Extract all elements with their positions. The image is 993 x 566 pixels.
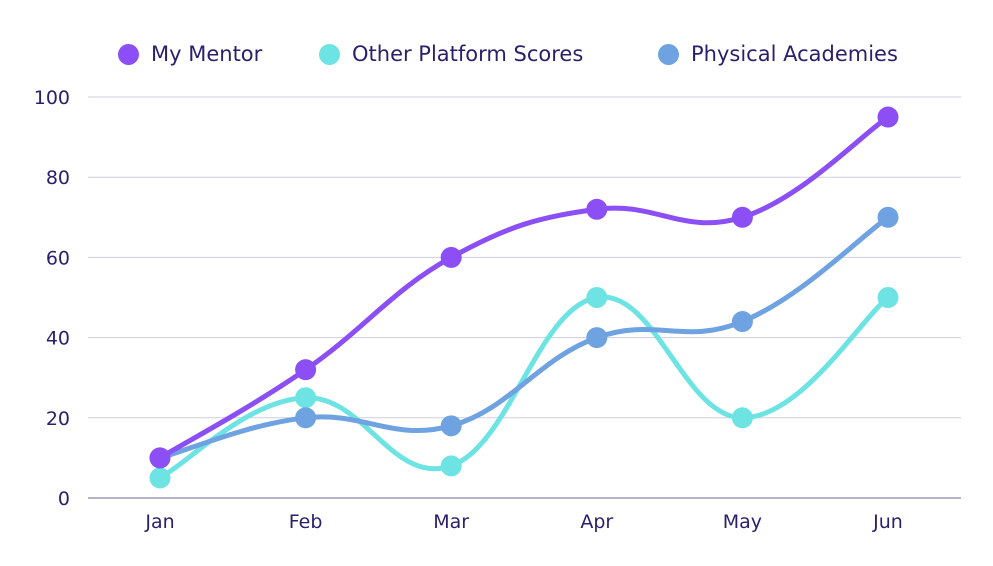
- x-tick-label-jun: Jun: [872, 511, 903, 533]
- data-point-other-platform-scores-feb: [295, 387, 317, 409]
- x-tick-label-jan: Jan: [144, 511, 174, 533]
- legend-item-my-mentor: My Mentor: [118, 38, 262, 70]
- legend-swatch-physical-academies: [658, 43, 679, 65]
- data-point-my-mentor-may: [731, 206, 753, 228]
- legend-label-physical-academies: Physical Academies: [691, 42, 898, 66]
- data-point-other-platform-scores-jun: [877, 287, 899, 308]
- y-tick-label-100: 100: [34, 87, 70, 109]
- data-point-other-platform-scores-jan: [149, 467, 171, 489]
- data-point-other-platform-scores-apr: [586, 287, 608, 308]
- data-point-other-platform-scores-may: [731, 407, 753, 429]
- legend-label-my-mentor: My Mentor: [151, 42, 263, 66]
- data-point-physical-academies-may: [731, 311, 753, 333]
- series-line-physical-academies: [157, 214, 891, 461]
- y-tick-label-80: 80: [46, 167, 70, 189]
- x-tick-label-feb: Feb: [289, 511, 323, 533]
- y-tick-label-0: 0: [58, 488, 70, 510]
- y-tick-label-60: 60: [46, 247, 70, 269]
- legend-swatch-my-mentor: [118, 43, 139, 65]
- x-tick-label-may: May: [723, 511, 762, 533]
- data-point-physical-academies-feb: [295, 407, 317, 429]
- legend-item-other-platform-scores: Other Platform Scores: [319, 38, 583, 70]
- x-tick-label-mar: Mar: [433, 511, 469, 533]
- data-point-my-mentor-jan: [149, 447, 171, 469]
- series-line-other-platform-scores: [157, 294, 891, 481]
- legend-swatch-other-platform-scores: [319, 43, 340, 65]
- legend-label-other-platform-scores: Other Platform Scores: [352, 42, 584, 66]
- data-point-physical-academies-jun: [877, 206, 899, 228]
- data-point-my-mentor-apr: [586, 198, 608, 220]
- y-tick-label-40: 40: [46, 328, 70, 350]
- chart-legend: My Mentor Other Platform Scores Physical…: [0, 38, 993, 70]
- legend-item-physical-academies: Physical Academies: [658, 38, 898, 70]
- data-point-my-mentor-jun: [877, 106, 899, 128]
- data-point-my-mentor-mar: [440, 246, 462, 268]
- y-tick-label-20: 20: [46, 408, 70, 430]
- x-tick-label-apr: Apr: [580, 511, 613, 533]
- series-points: [149, 106, 899, 489]
- y-axis-ticks: 0 20 40 60 80 100: [34, 87, 70, 510]
- data-point-my-mentor-feb: [295, 359, 317, 381]
- series-line-my-mentor: [157, 114, 891, 461]
- data-point-physical-academies-apr: [586, 327, 608, 349]
- data-point-other-platform-scores-mar: [440, 455, 462, 477]
- x-axis-ticks: Jan Feb Mar Apr May Jun: [144, 511, 902, 533]
- series-lines: [157, 114, 891, 481]
- data-point-physical-academies-mar: [440, 415, 462, 437]
